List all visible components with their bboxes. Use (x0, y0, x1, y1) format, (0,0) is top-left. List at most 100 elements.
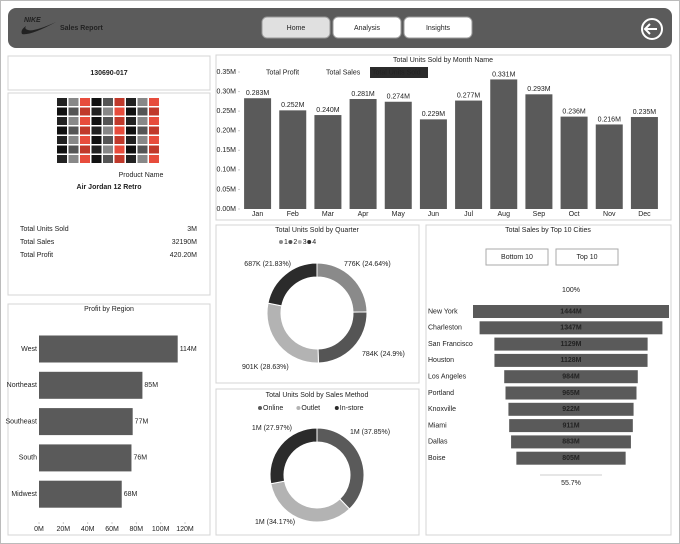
logo-tile (149, 155, 159, 163)
bar (314, 115, 342, 209)
donut-segment (269, 427, 318, 485)
data-label: 1129M (560, 341, 581, 348)
logo-tile (80, 136, 90, 144)
logo-tile (57, 107, 67, 116)
bar (39, 371, 143, 399)
data-label: 0.216M (598, 116, 622, 123)
logo-tile (149, 98, 159, 106)
x-tick-label: 0M (34, 526, 44, 533)
category-label: Northeast (7, 382, 37, 389)
chart-title: Total Units Sold by Quarter (275, 227, 359, 234)
logo-tile (149, 136, 159, 144)
data-label: 687K (21.83%) (244, 261, 291, 268)
bar (490, 79, 518, 210)
legend-swatch (296, 406, 301, 410)
funnel-bar (505, 386, 637, 400)
x-tick-label: Oct (569, 211, 580, 218)
logo-tile (57, 155, 67, 163)
logo-text: NIKE (24, 17, 41, 24)
nav-button[interactable] (332, 16, 402, 39)
y-tick-label: 0.20M (217, 128, 237, 135)
x-tick-label: Mar (322, 211, 335, 218)
y-tick-label: 0.05M (217, 186, 237, 193)
filter-button[interactable] (485, 248, 549, 266)
bar (39, 444, 132, 472)
kpi-value: 420.20M (170, 252, 197, 259)
bar (384, 101, 412, 209)
logo-tile (126, 145, 136, 154)
filter-label: Top 10 (576, 254, 597, 261)
back-button[interactable] (641, 18, 663, 40)
bar (279, 110, 307, 209)
category-label: Knoxville (428, 406, 456, 413)
data-label: 1444M (560, 308, 582, 315)
legend-label: 3 (303, 239, 307, 246)
logo-tile (137, 126, 148, 135)
funnel-bar (494, 337, 648, 351)
filter-button[interactable] (555, 248, 619, 266)
data-label: 805M (562, 455, 580, 462)
data-label: 883M (562, 439, 580, 446)
kpi-value: 32190M (172, 239, 197, 246)
logo-tile (114, 155, 125, 163)
logo-tile (114, 145, 125, 154)
data-label: 77M (135, 418, 149, 425)
bar (595, 124, 623, 209)
category-label: Los Angeles (428, 374, 467, 381)
data-label: 0.274M (387, 94, 411, 101)
donut-segment (267, 262, 318, 307)
data-label: 114M (180, 346, 197, 353)
funnel-bar (516, 451, 626, 465)
x-tick-label: Apr (358, 211, 370, 218)
kpi-label: Total Units Sold (20, 226, 69, 233)
nav-button[interactable] (261, 16, 331, 39)
data-label: 776K (24.64%) (344, 261, 391, 268)
logo-tile (103, 136, 113, 144)
data-label: 0.235M (633, 109, 657, 116)
funnel-bar (511, 435, 631, 449)
category-label: West (21, 346, 37, 353)
nav-button[interactable] (403, 16, 473, 39)
bar (244, 98, 272, 209)
data-label: 0.236M (562, 108, 586, 115)
logo-tile (57, 98, 67, 106)
bar (349, 99, 377, 209)
logo-tile (137, 117, 148, 125)
toggle-button[interactable]: Total Sales (326, 69, 361, 76)
data-label: 76M (133, 455, 147, 462)
logo-tile (68, 126, 79, 135)
data-label: 922M (562, 406, 580, 413)
y-tick-label: 0.30M (217, 88, 237, 95)
logo-tile (80, 126, 90, 135)
data-label: 68M (124, 491, 138, 498)
logo-tile (137, 98, 148, 106)
data-label: 0.277M (457, 92, 481, 99)
logo-tile (137, 155, 148, 163)
kpi-label: Total Sales (20, 239, 55, 246)
data-label: 1M (27.97%) (252, 425, 292, 432)
toggle-selected[interactable] (370, 67, 428, 78)
logo-tile (68, 107, 79, 116)
toggle-button[interactable]: Total Units Sold (372, 69, 421, 76)
legend-label: 2 (293, 239, 297, 246)
funnel-bottom-label: 55.7% (561, 480, 581, 487)
legend-label: In-store (340, 405, 364, 412)
data-label: 984M (562, 374, 580, 381)
bar (419, 119, 447, 209)
category-label: Boise (428, 455, 446, 462)
data-label: 911M (562, 422, 579, 429)
x-tick-label: Nov (603, 211, 616, 218)
logo-tile (103, 107, 113, 116)
funnel-bar (508, 402, 634, 416)
data-label: 965M (562, 390, 580, 397)
legend-swatch (288, 240, 293, 244)
toggle-button[interactable]: Total Profit (266, 69, 299, 76)
data-label: 0.229M (422, 111, 446, 118)
logo-tile (126, 107, 136, 116)
product-name: Air Jordan 12 Retro (77, 184, 142, 191)
data-label: 0.331M (492, 71, 516, 78)
product-id-panel (7, 55, 211, 91)
kpi-value: 3M (187, 226, 197, 233)
x-tick-label: May (392, 211, 406, 218)
